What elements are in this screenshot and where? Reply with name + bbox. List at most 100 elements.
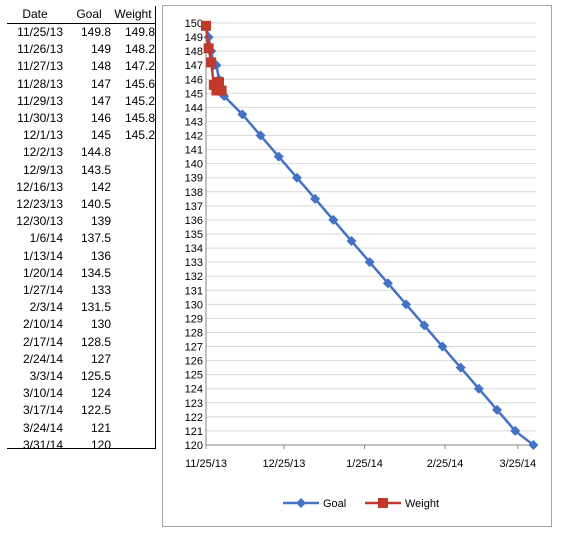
cell-date: 11/30/13 <box>17 111 63 125</box>
cell-goal: 146 <box>90 111 111 125</box>
cell-date: 1/27/14 <box>22 283 63 297</box>
table-row: 3/24/14 121 <box>7 420 155 437</box>
weight-point <box>201 20 211 31</box>
series-line-goal <box>204 25 535 446</box>
cell-goal: 148 <box>90 59 111 74</box>
x-tick-label: 1/25/14 <box>346 458 383 470</box>
y-tick-label: 135 <box>185 229 203 241</box>
cell-goal: 149 <box>90 42 111 57</box>
goal-point <box>346 236 357 247</box>
legend-marker-weight <box>378 498 388 508</box>
cell-weight: 147.2 <box>124 59 155 74</box>
table-row: 1/27/14 133 <box>7 282 155 299</box>
cell-date: 2/17/14 <box>22 334 63 349</box>
table-row: 1/6/14 137.5 <box>7 230 155 247</box>
cell-weight: 145.2 <box>124 128 155 143</box>
cell-weight: 145.6 <box>124 76 155 91</box>
table-row: 3/3/14 125.5 <box>7 368 155 385</box>
cell-date: 3/17/14 <box>22 403 63 418</box>
table-row: 11/30/13 146 145.8 <box>7 110 155 127</box>
table-row: 3/17/14 122.5 <box>7 402 155 419</box>
cell-goal: 137.5 <box>80 231 111 246</box>
y-tick-label: 150 <box>185 18 203 30</box>
weight-point <box>208 79 219 90</box>
y-tick-label: 140 <box>185 159 203 171</box>
cell-goal: 144.8 <box>80 145 111 160</box>
cell-weight: 145.2 <box>124 93 155 108</box>
cell-date: 12/1/13 <box>22 128 63 143</box>
y-tick-label: 121 <box>185 426 203 438</box>
y-tick-label: 125 <box>185 370 203 382</box>
goal-point <box>473 383 484 394</box>
cell-goal: 136 <box>90 248 111 263</box>
cell-goal: 128.5 <box>80 334 111 349</box>
cell-goal: 124 <box>90 386 111 401</box>
table-row: 12/16/13 142 <box>7 179 155 196</box>
y-tick-label: 145 <box>185 88 203 100</box>
cell-date: 3/3/14 <box>29 369 63 383</box>
cell-goal: 149.8 <box>80 25 111 39</box>
y-tick-label: 124 <box>185 384 203 396</box>
cell-goal: 120 <box>90 437 111 452</box>
y-tick-label: 149 <box>185 32 203 44</box>
table-row: 2/10/14 130 <box>7 316 155 333</box>
legend-label-weight: Weight <box>405 498 439 510</box>
cell-date: 12/30/13 <box>16 214 63 229</box>
x-tick-label: 11/25/13 <box>185 458 227 470</box>
header-goal: Goal <box>76 7 102 21</box>
y-tick-label: 127 <box>185 342 203 354</box>
y-tick-label: 128 <box>185 327 203 339</box>
table-row: 11/28/13 147 145.6 <box>7 76 155 93</box>
cell-date: 1/20/14 <box>22 265 63 280</box>
y-tick-label: 136 <box>185 215 203 227</box>
goal-point <box>364 257 375 268</box>
table-row: 3/31/14 120 <box>7 437 155 454</box>
table-row: 3/10/14 124 <box>7 385 155 402</box>
goal-point <box>455 362 466 373</box>
y-tick-label: 123 <box>185 398 203 410</box>
table-header: Date Goal Weight <box>7 6 155 24</box>
table-row: 2/24/14 127 <box>7 351 155 368</box>
cell-date: 2/3/14 <box>29 300 63 315</box>
cell-weight: 149.8 <box>124 25 155 39</box>
cell-goal: 139 <box>90 214 111 229</box>
cell-date: 12/9/13 <box>22 162 63 177</box>
cell-date: 1/13/14 <box>22 248 63 263</box>
table-row: 11/25/13 149.8 149.8 <box>7 24 155 41</box>
header-weight: Weight <box>114 7 152 21</box>
y-tick-label: 122 <box>185 412 203 424</box>
cell-goal: 131.5 <box>80 300 111 315</box>
table-row: 1/20/14 134.5 <box>7 265 155 282</box>
table-row: 12/1/13 145 145.2 <box>7 127 155 144</box>
y-tick-label: 139 <box>185 173 203 185</box>
cell-goal: 130 <box>90 317 111 332</box>
cell-goal: 143.5 <box>80 162 111 177</box>
goal-point <box>401 299 412 310</box>
cell-date: 3/24/14 <box>22 420 63 435</box>
cell-date: 3/10/14 <box>22 386 63 401</box>
cell-date: 11/29/13 <box>17 93 63 108</box>
table-row: 12/9/13 143.5 <box>7 162 155 179</box>
y-tick-label: 142 <box>185 131 203 143</box>
chart-frame: 120 121 122 123 124 125 126 127 128 129 130 131 132 1… <box>162 5 552 527</box>
cell-goal: 142 <box>90 179 111 194</box>
y-tick-label: 134 <box>185 243 203 255</box>
goal-point <box>328 214 339 225</box>
cell-goal: 121 <box>90 420 111 435</box>
goal-point <box>310 193 321 204</box>
weight-point <box>211 85 222 96</box>
y-tick-label: 146 <box>185 74 203 86</box>
cell-goal: 140.5 <box>80 197 111 211</box>
cell-date: 2/10/14 <box>22 317 63 332</box>
x-tick-label: 2/25/14 <box>427 458 464 470</box>
goal-point <box>528 440 539 450</box>
y-tick-label: 144 <box>185 102 203 114</box>
weight-point <box>206 57 217 68</box>
table-row: 12/23/13 140.5 <box>7 196 155 213</box>
cell-date: 2/24/14 <box>22 351 63 366</box>
cell-goal: 134.5 <box>80 265 111 280</box>
legend-marker-goal <box>296 498 306 508</box>
cell-weight: 145.8 <box>124 111 155 125</box>
y-tick-label: 132 <box>185 271 203 283</box>
goal-point <box>382 278 393 289</box>
